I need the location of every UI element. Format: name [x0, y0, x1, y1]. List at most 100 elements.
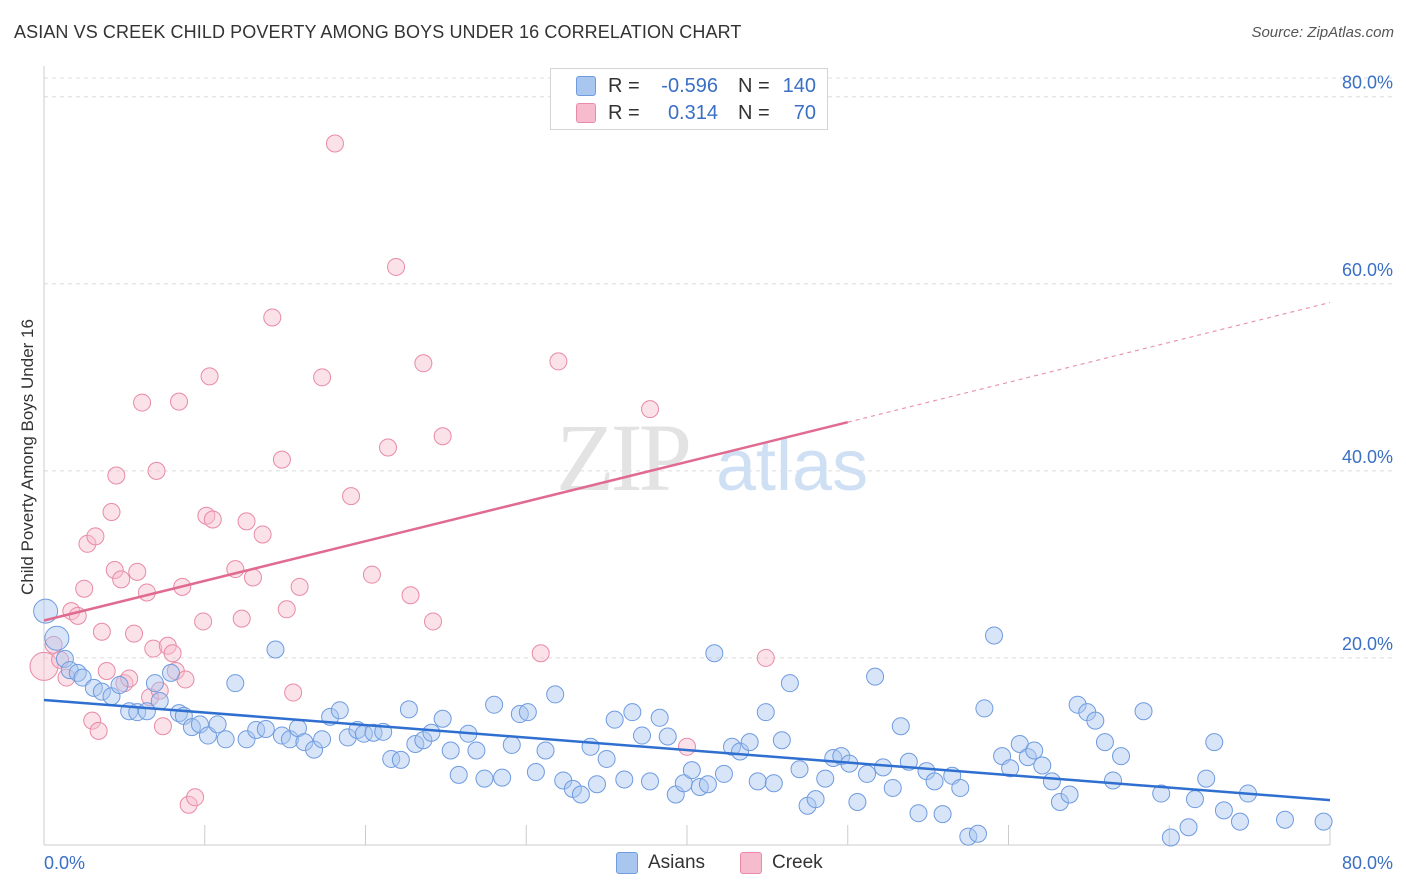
correlation-legend: R = -0.596 N = 140 R = 0.314 N = 70	[550, 68, 828, 130]
creek-point	[120, 669, 139, 688]
creek-point	[102, 503, 121, 522]
asians-point	[44, 625, 70, 651]
asians-point	[1205, 733, 1224, 752]
asians-point	[756, 703, 775, 722]
legend-n-label: N =	[738, 74, 770, 97]
asians-point	[968, 824, 987, 843]
asians-point	[858, 764, 877, 783]
asians-point	[705, 644, 724, 663]
asians-point	[1086, 711, 1105, 730]
legend-n-label: N =	[738, 101, 770, 124]
asians-point	[848, 792, 867, 811]
asians-point	[740, 733, 759, 752]
asians-point	[518, 703, 537, 722]
asians-trend-line	[43, 698, 1331, 802]
asians-point	[237, 730, 256, 749]
creek-point	[253, 525, 272, 544]
y-tick-label: 80.0%	[1342, 73, 1393, 93]
tick-labels: 20.0% 40.0% 60.0% 80.0% 0.0% 80.0%	[44, 73, 1393, 873]
asians-point	[698, 775, 717, 794]
creek-point	[200, 367, 219, 386]
asians-point	[571, 785, 590, 804]
creek-point	[107, 466, 126, 485]
asians-point	[1214, 801, 1233, 820]
asians-point	[587, 775, 606, 794]
creek-point	[83, 711, 102, 730]
legend-r-label: R =	[608, 101, 640, 124]
creek-point	[147, 461, 166, 480]
creek-point	[641, 400, 660, 419]
creek-trend-line	[43, 421, 849, 622]
asians-point	[256, 720, 275, 739]
asians-point	[623, 703, 642, 722]
asians-point	[605, 710, 624, 729]
chart-title: ASIAN VS CREEK CHILD POVERTY AMONG BOYS …	[14, 22, 742, 42]
creek-point	[414, 354, 433, 373]
asians-point	[226, 674, 245, 693]
asians-point	[748, 772, 767, 791]
creek-point	[125, 624, 144, 643]
creek-point	[277, 600, 296, 619]
asians-point	[313, 730, 332, 749]
asians-point	[1060, 785, 1079, 804]
creek-point	[203, 510, 222, 529]
asians-point	[208, 715, 227, 734]
creek-point	[170, 392, 189, 411]
asians-point	[110, 676, 129, 695]
watermark-atlas: atlas	[716, 426, 868, 506]
asians-point	[1152, 784, 1171, 803]
asians-point	[641, 772, 660, 791]
asians-point	[650, 708, 669, 727]
axes	[43, 66, 1331, 846]
creek-point	[531, 644, 550, 663]
legend-item-asians: Asians	[616, 852, 705, 874]
asians-point	[951, 778, 970, 797]
creek-point	[141, 688, 160, 707]
asians-point	[33, 598, 59, 624]
asians-point	[764, 774, 783, 793]
creek-point	[153, 717, 172, 736]
creek-point	[89, 721, 108, 740]
asians-point	[1001, 759, 1020, 778]
asians-point	[816, 769, 835, 788]
asians-point	[866, 667, 885, 686]
asians-point	[1161, 828, 1180, 847]
asians-point	[216, 730, 235, 749]
asians-point	[1112, 747, 1131, 766]
asians-point	[1068, 695, 1087, 714]
creek-point	[290, 577, 309, 596]
asians-point	[1179, 818, 1198, 837]
asians-point	[449, 765, 468, 784]
asians-point	[632, 726, 651, 745]
asians-point	[891, 717, 910, 736]
asians-point	[581, 737, 600, 756]
creek-point	[163, 644, 182, 663]
asians-point	[150, 691, 169, 710]
creek-point	[362, 565, 381, 584]
trend-lines	[43, 301, 1331, 802]
asians-point	[502, 735, 521, 754]
asians-point	[73, 668, 92, 687]
asians-point	[658, 727, 677, 746]
x-tick-label: 0.0%	[44, 853, 85, 873]
watermark: ZIP atlas	[556, 404, 868, 511]
legend-label-creek: Creek	[772, 852, 823, 873]
creek-point	[179, 795, 198, 814]
creek-point	[401, 586, 420, 605]
creek-point	[144, 639, 163, 658]
asians-point	[1018, 748, 1037, 767]
creek-point	[133, 393, 152, 412]
asians-point	[475, 769, 494, 788]
creek-point	[186, 788, 205, 807]
creek-point	[44, 635, 63, 654]
y-tick-label: 20.0%	[1342, 634, 1393, 654]
creek-point	[342, 487, 361, 506]
legend-swatch-asians	[616, 852, 638, 874]
creek-point	[387, 257, 406, 276]
asians-point	[364, 723, 383, 742]
legend-swatch-creek	[740, 852, 762, 874]
asians-point	[1314, 812, 1333, 831]
creek-trend-extension	[847, 301, 1331, 423]
asians-point	[145, 674, 164, 693]
asians-point	[874, 758, 893, 777]
